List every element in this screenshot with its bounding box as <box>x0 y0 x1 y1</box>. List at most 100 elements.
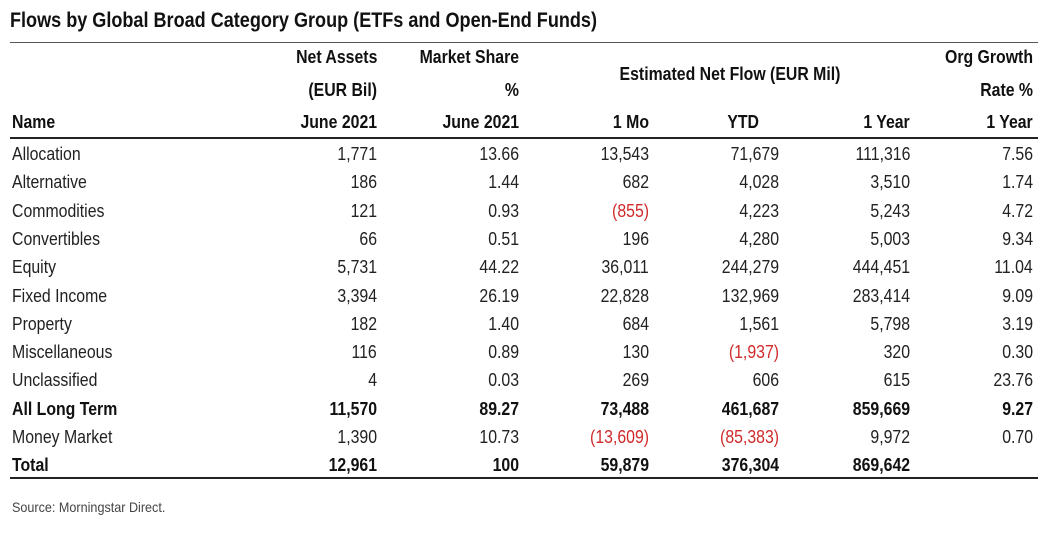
cell-year1: 5,798 <box>870 313 910 334</box>
cell-name: Convertibles <box>12 228 101 249</box>
header-1-year: 1 Year <box>863 112 910 132</box>
top-rule <box>10 42 1038 43</box>
cell-market-share: 0.93 <box>488 200 519 221</box>
cell-net-assets: 3,394 <box>337 285 377 306</box>
cell-net-assets: 66 <box>359 228 377 249</box>
cell-year1: 444,451 <box>852 257 910 278</box>
cell-net-assets: 4 <box>368 370 377 391</box>
cell-ytd: 4,028 <box>739 172 779 193</box>
bottom-rule <box>10 477 1038 479</box>
cell-name: Money Market <box>12 427 113 447</box>
header-org-growth-line1: Org Growth <box>945 47 1033 67</box>
cell-ytd: 244,279 <box>721 257 779 278</box>
table-row: Commodities 121 0.93 (855) 4,223 5,243 4.72 <box>0 198 1055 226</box>
cell-market-share: 100 <box>492 455 519 476</box>
header-1-mo: 1 Mo <box>612 112 649 132</box>
cell-market-share: 89.27 <box>479 398 519 419</box>
table-row: Allocation 1,771 13.66 13,543 71,679 111,316 7… <box>0 141 1055 169</box>
cell-ytd: (85,383) <box>719 427 779 447</box>
cell-net-assets: 182 <box>350 313 377 334</box>
cell-mo1: 59,879 <box>600 455 649 476</box>
cell-net-assets: 11,570 <box>329 398 377 419</box>
cell-year1: 5,003 <box>870 228 910 249</box>
cell-name: Unclassified <box>12 370 98 391</box>
header-rule <box>10 137 1038 139</box>
cell-net-assets: 121 <box>350 200 377 221</box>
cell-market-share: 10.73 <box>479 427 519 447</box>
cell-name: Fixed Income <box>12 285 108 306</box>
cell-ytd: 376,304 <box>721 455 779 476</box>
cell-mo1: 73,488 <box>600 398 649 419</box>
table-row: Convertibles 66 0.51 196 4,280 5,003 9.34 <box>0 226 1055 254</box>
cell-year1: 859,669 <box>852 398 910 419</box>
cell-market-share: 1.40 <box>488 313 519 334</box>
cell-name: Total <box>12 455 49 476</box>
cell-market-share: 0.51 <box>488 228 519 249</box>
cell-name: Commodities <box>12 200 105 221</box>
cell-org: 9.27 <box>1002 398 1033 419</box>
source-note: Source: Morningstar Direct. <box>12 499 166 515</box>
cell-year1: 111,316 <box>855 144 910 164</box>
cell-market-share: 0.03 <box>488 370 519 391</box>
cell-net-assets: 186 <box>350 172 377 193</box>
cell-ytd: 606 <box>752 370 779 391</box>
cell-mo1: 196 <box>622 228 649 249</box>
header-market-share-line1: Market Share <box>419 47 519 67</box>
cell-name: Miscellaneous <box>12 342 113 363</box>
table-row: Property 182 1.40 684 1,561 5,798 3.19 <box>0 311 1055 339</box>
cell-ytd: 71,679 <box>730 144 779 164</box>
cell-year1: 615 <box>883 370 910 391</box>
cell-net-assets: 12,961 <box>328 455 377 476</box>
cell-name: Alternative <box>12 172 87 193</box>
header-ytd: YTD <box>727 112 759 132</box>
cell-org: 23.76 <box>993 370 1033 391</box>
cell-org: 9.34 <box>1002 228 1033 249</box>
cell-net-assets: 1,390 <box>337 427 377 447</box>
cell-ytd: 461,687 <box>721 398 779 419</box>
cell-year1: 3,510 <box>870 172 910 193</box>
table-row: Money Market 1,390 10.73 (13,609) (85,383) 9,… <box>0 424 1055 452</box>
cell-market-share: 13.66 <box>479 144 519 164</box>
header-net-assets-line1: Net Assets <box>295 47 377 67</box>
table-row: Miscellaneous 116 0.89 130 (1,937) 320 0.30 <box>0 339 1055 367</box>
cell-year1: 869,642 <box>852 455 910 476</box>
cell-year1: 9,972 <box>870 427 910 447</box>
table-row: Alternative 186 1.44 682 4,028 3,510 1.74 <box>0 169 1055 197</box>
cell-market-share: 26.19 <box>479 285 519 306</box>
cell-year1: 320 <box>883 342 910 363</box>
cell-mo1: 36,011 <box>601 257 649 278</box>
cell-mo1: (13,609) <box>589 427 649 447</box>
cell-name: Allocation <box>12 144 81 164</box>
header-net-assets-line2: (EUR Bil) <box>308 80 377 100</box>
header-org-growth-line3: 1 Year <box>986 112 1033 132</box>
cell-org: 0.70 <box>1002 427 1033 447</box>
cell-mo1: 684 <box>622 313 649 334</box>
cell-market-share: 44.22 <box>479 257 519 278</box>
table-row: Equity 5,731 44.22 36,011 244,279 444,451 11.0… <box>0 254 1055 282</box>
cell-org: 1.74 <box>1002 172 1033 193</box>
cell-ytd: 4,223 <box>739 200 779 221</box>
cell-ytd: 132,969 <box>721 285 779 306</box>
header-name: Name <box>12 112 56 132</box>
cell-name: All Long Term <box>12 398 118 419</box>
cell-year1: 283,414 <box>852 285 910 306</box>
cell-ytd: (1,937) <box>728 342 779 363</box>
table-row: Fixed Income 3,394 26.19 22,828 132,969 283,4… <box>0 283 1055 311</box>
header-org-growth-line2: Rate % <box>980 80 1033 100</box>
cell-org: 0.30 <box>1002 342 1033 363</box>
cell-market-share: 0.89 <box>488 342 519 363</box>
cell-market-share: 1.44 <box>488 172 519 193</box>
cell-mo1: 682 <box>622 172 649 193</box>
cell-org: 7.56 <box>1002 144 1033 164</box>
cell-org: 11.04 <box>994 257 1033 278</box>
cell-name: Property <box>12 313 72 334</box>
table-title: Flows by Global Broad Category Group (ET… <box>10 9 597 32</box>
cell-name: Equity <box>12 257 57 278</box>
cell-mo1: (855) <box>612 200 649 221</box>
cell-mo1: 269 <box>622 370 649 391</box>
cell-year1: 5,243 <box>870 200 910 221</box>
table-row: All Long Term 11,570 89.27 73,488 461,687 859… <box>0 396 1055 424</box>
table-row: Unclassified 4 0.03 269 606 615 23.76 <box>0 367 1055 395</box>
cell-net-assets: 116 <box>351 342 377 363</box>
cell-mo1: 130 <box>622 342 649 363</box>
